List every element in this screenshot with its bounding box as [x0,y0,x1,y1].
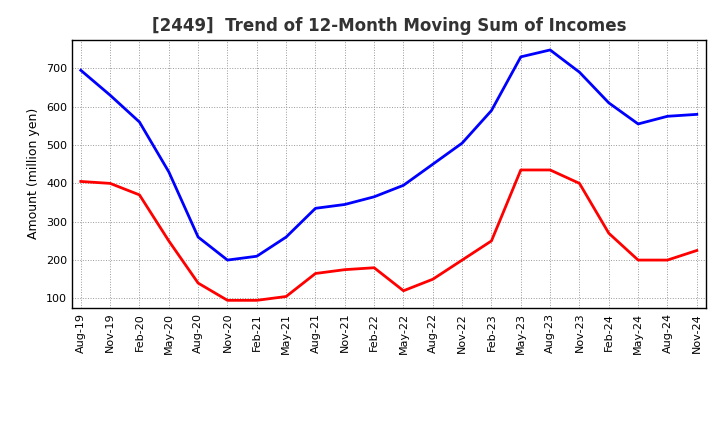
Net Income [575,181,584,186]
Net Income [516,167,525,172]
Net Income [663,257,672,263]
Y-axis label: Amount (million yen): Amount (million yen) [27,108,40,239]
Ordinary Income [135,119,144,125]
Net Income [311,271,320,276]
Ordinary Income [693,112,701,117]
Net Income [341,267,349,272]
Net Income [634,257,642,263]
Net Income [399,288,408,293]
Ordinary Income [605,100,613,106]
Ordinary Income [487,108,496,113]
Ordinary Income [546,48,554,53]
Ordinary Income [458,140,467,146]
Net Income [428,277,437,282]
Net Income [282,294,290,299]
Ordinary Income [76,68,85,73]
Ordinary Income [253,253,261,259]
Net Income [546,167,554,172]
Ordinary Income [399,183,408,188]
Ordinary Income [634,121,642,127]
Net Income [76,179,85,184]
Ordinary Income [516,54,525,59]
Ordinary Income [223,257,232,263]
Ordinary Income [341,202,349,207]
Line: Ordinary Income: Ordinary Income [81,50,697,260]
Ordinary Income [663,114,672,119]
Net Income [458,257,467,263]
Net Income [487,238,496,244]
Title: [2449]  Trend of 12-Month Moving Sum of Incomes: [2449] Trend of 12-Month Moving Sum of I… [151,17,626,35]
Ordinary Income [575,70,584,75]
Net Income [135,192,144,198]
Ordinary Income [282,235,290,240]
Line: Net Income: Net Income [81,170,697,301]
Net Income [106,181,114,186]
Net Income [605,231,613,236]
Net Income [223,298,232,303]
Ordinary Income [164,169,173,175]
Net Income [253,298,261,303]
Net Income [194,280,202,286]
Ordinary Income [370,194,379,199]
Ordinary Income [106,92,114,98]
Ordinary Income [194,235,202,240]
Net Income [370,265,379,270]
Ordinary Income [311,205,320,211]
Ordinary Income [428,161,437,167]
Net Income [693,248,701,253]
Net Income [164,238,173,244]
